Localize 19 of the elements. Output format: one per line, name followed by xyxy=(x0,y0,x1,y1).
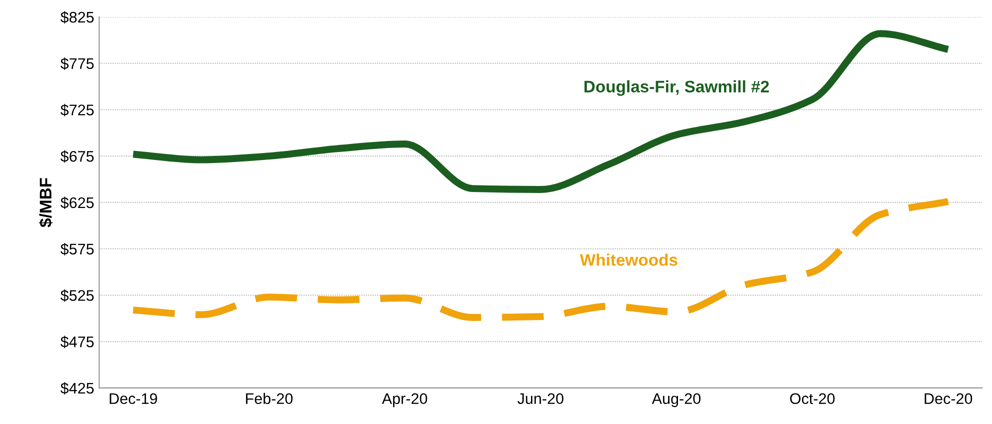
y-tick-label: $675 xyxy=(60,150,94,163)
y-tick-label: $575 xyxy=(60,243,94,256)
y-tick-label: $825 xyxy=(60,11,94,24)
y-tick-label: $725 xyxy=(60,104,94,116)
text: Whitewoods xyxy=(580,254,678,266)
x-tick-label: Aug-20 xyxy=(652,393,701,408)
x-tick-label: Jun-20 xyxy=(518,393,564,404)
x-tick-label: Oct-20 xyxy=(790,393,835,404)
y-axis-title: $/MBF xyxy=(38,178,53,228)
series-label: Douglas-Fir, Sawmill #2 xyxy=(584,80,769,96)
x-tick-label: Feb-20 xyxy=(246,392,293,404)
x-tick-label: Dec-20 xyxy=(924,393,972,404)
x-tick-label: Dec-19 xyxy=(110,393,158,404)
y-tick-label: $425 xyxy=(60,382,94,395)
y-tick-label: $525 xyxy=(60,289,94,302)
x-tick-label: Apr-20 xyxy=(382,393,428,408)
y-tick-label: $625 xyxy=(60,196,94,210)
y-tick-label: $475 xyxy=(60,336,94,348)
y-tick-label: $775 xyxy=(60,58,94,70)
